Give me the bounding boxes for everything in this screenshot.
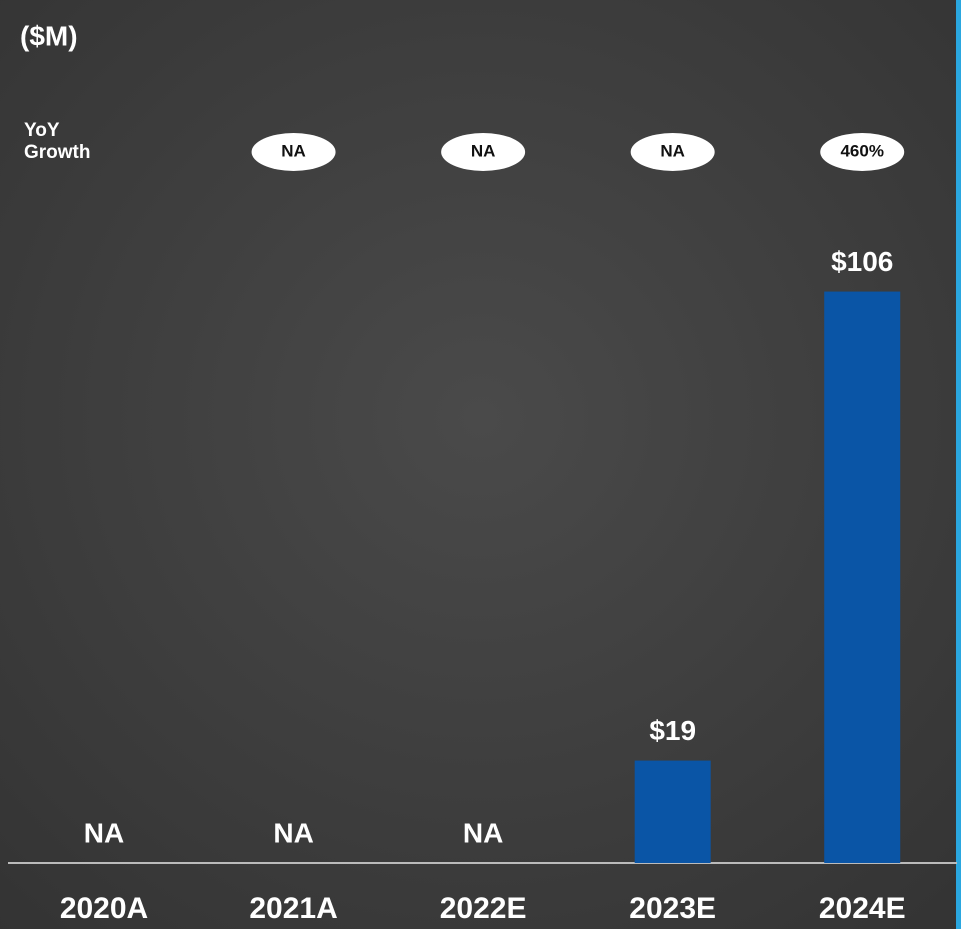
- growth-pill: [630, 133, 715, 171]
- value-label: NA: [84, 817, 124, 848]
- x-tick-label: 2022E: [440, 892, 527, 925]
- value-label: NA: [273, 817, 313, 848]
- value-label: $106: [831, 246, 893, 277]
- x-tick-label: 2021A: [249, 892, 337, 925]
- growth-value: NA: [471, 141, 496, 160]
- growth-label: YoY Growth: [24, 120, 91, 163]
- edge-stripe: [956, 0, 961, 929]
- x-tick-label: 2020A: [60, 892, 148, 925]
- bar: [634, 760, 711, 863]
- value-label: NA: [463, 817, 503, 848]
- growth-pill: [820, 133, 905, 171]
- growth-value: 460%: [840, 141, 883, 160]
- bar: [824, 291, 901, 864]
- growth-value: NA: [660, 141, 685, 160]
- unit-label: ($M): [20, 20, 78, 51]
- x-tick-label: 2024E: [819, 892, 906, 925]
- growth-pill: [441, 133, 526, 171]
- growth-value: NA: [281, 141, 306, 160]
- growth-pill: [251, 133, 336, 171]
- value-label: $19: [649, 715, 696, 746]
- growth-label-box: YoY Growth: [24, 120, 91, 163]
- x-tick-label: 2023E: [629, 892, 716, 925]
